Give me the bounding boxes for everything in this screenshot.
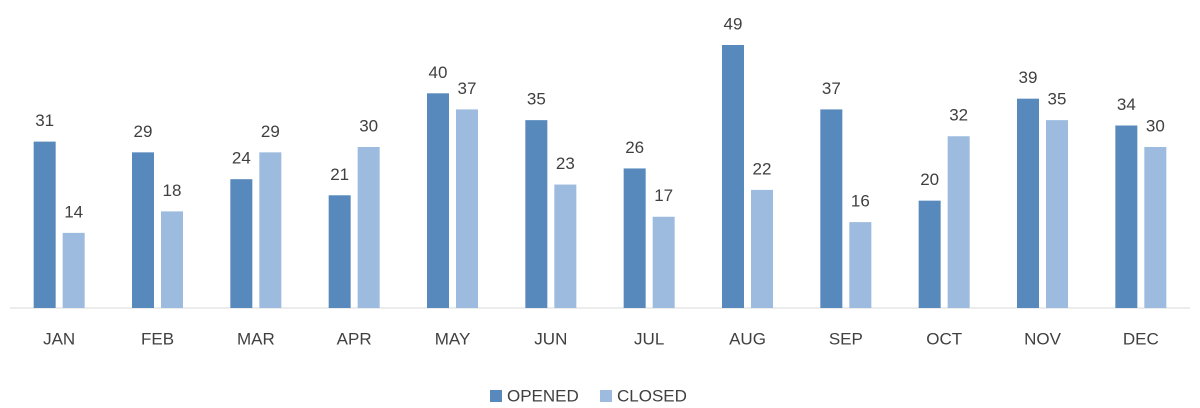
x-tick-label: NOV [1024, 329, 1062, 348]
bar [947, 136, 970, 308]
bar [132, 152, 154, 308]
x-tick-label: DEC [1123, 329, 1159, 348]
bar [357, 146, 380, 308]
bar [230, 179, 253, 308]
bar [456, 109, 478, 308]
data-label: 35 [1048, 90, 1067, 109]
data-label: 29 [134, 122, 153, 141]
bar [849, 222, 872, 308]
data-label: 24 [232, 149, 251, 168]
bar [751, 189, 773, 308]
x-tick-label: FEB [141, 329, 174, 348]
legend-label: CLOSED [617, 386, 687, 405]
data-label: 16 [851, 192, 870, 211]
bar [33, 141, 56, 308]
x-tick-label: AUG [729, 329, 766, 348]
x-tick-label: MAR [237, 329, 275, 348]
data-label: 29 [261, 122, 280, 141]
bar [1115, 125, 1138, 309]
legend-swatch [600, 390, 612, 402]
data-label: 37 [458, 79, 477, 98]
legend-swatch [490, 390, 502, 402]
data-label: 22 [753, 159, 772, 178]
x-tick-label: MAY [435, 329, 471, 348]
legend-label: OPENED [507, 386, 579, 405]
data-label: 49 [724, 14, 743, 33]
bar [554, 184, 577, 308]
bar [918, 200, 941, 308]
bar [820, 109, 843, 308]
bar [623, 168, 646, 308]
bar [1017, 98, 1039, 309]
data-label: 40 [429, 63, 448, 82]
data-label: 32 [949, 106, 968, 125]
x-tick-label: SEP [829, 329, 863, 348]
bar [328, 195, 351, 308]
data-label: 23 [556, 154, 575, 173]
data-label: 34 [1117, 95, 1136, 114]
bar [1144, 146, 1167, 308]
bar [161, 211, 183, 308]
x-tick-label: JUN [534, 329, 567, 348]
bar [652, 216, 675, 308]
data-label: 31 [35, 111, 54, 130]
x-tick-label: JUL [634, 329, 664, 348]
x-tick-label: APR [337, 329, 372, 348]
bar [525, 120, 548, 309]
bar [722, 45, 744, 308]
data-label: 20 [920, 170, 939, 189]
bar [62, 232, 85, 308]
x-tick-label: JAN [43, 329, 75, 348]
data-label: 21 [330, 165, 349, 184]
data-label: 17 [654, 186, 673, 205]
data-label: 14 [64, 202, 83, 221]
bar [259, 152, 282, 308]
data-label: 39 [1019, 68, 1038, 87]
data-label: 18 [163, 181, 182, 200]
data-label: 30 [359, 116, 378, 135]
data-label: 30 [1146, 116, 1165, 135]
data-label: 26 [625, 138, 644, 157]
data-label: 35 [527, 90, 546, 109]
data-label: 37 [822, 79, 841, 98]
x-tick-label: OCT [926, 329, 962, 348]
bar [1046, 120, 1068, 309]
bar [427, 93, 449, 308]
